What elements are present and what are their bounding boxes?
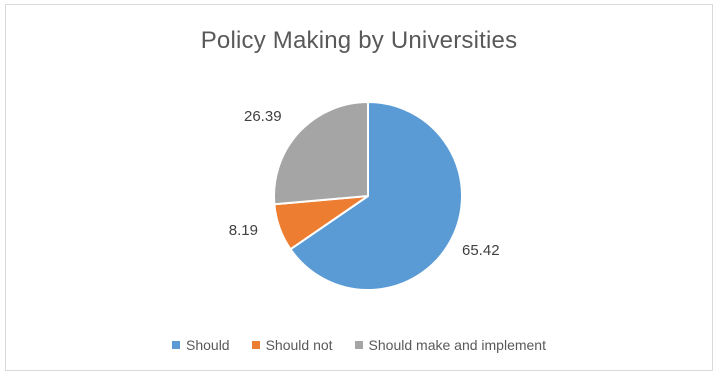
legend-label-should-make-and-implement: Should make and implement <box>368 337 546 353</box>
legend-item-should-make-and-implement: Should make and implement <box>354 337 546 353</box>
data-label-should: 65.42 <box>462 242 500 259</box>
pie-chart: 65.42 8.19 26.39 <box>229 101 500 291</box>
legend-swatch-should-make-and-implement <box>354 341 363 349</box>
legend: Should Should not Should make and implem… <box>6 337 712 353</box>
data-label-should-not: 8.19 <box>229 222 258 239</box>
chart-frame: Policy Making by Universities 65.42 8.19 2… <box>5 4 713 371</box>
pie-slice-should <box>289 101 463 291</box>
legend-item-should: Should <box>172 337 230 353</box>
legend-label-should: Should <box>186 337 230 353</box>
legend-label-should-not: Should not <box>265 337 333 353</box>
legend-swatch-should <box>172 341 180 349</box>
legend-swatch-should-not <box>251 341 260 349</box>
pie-slice-should-make-and-implement <box>273 101 369 206</box>
chart-title: Policy Making by Universities <box>200 27 518 54</box>
legend-item-should-not: Should not <box>251 337 333 353</box>
data-label-should-make-and-implement: 26.39 <box>244 108 282 125</box>
